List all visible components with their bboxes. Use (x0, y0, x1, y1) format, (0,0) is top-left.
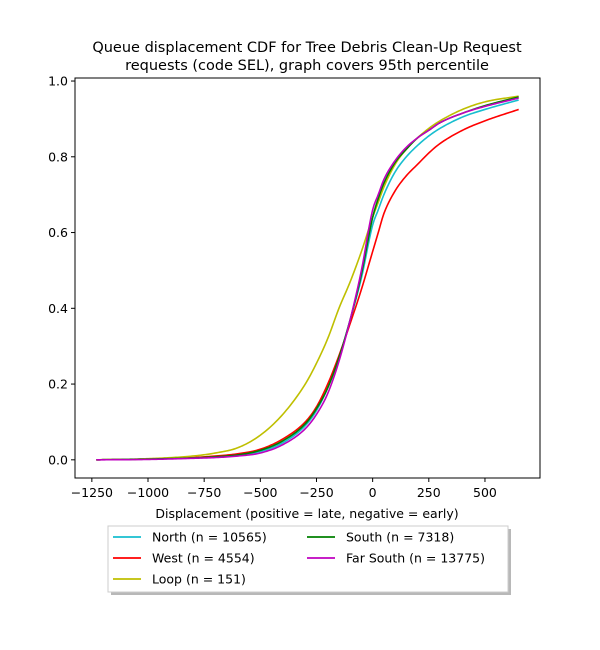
x-tick-label: −500 (243, 485, 277, 500)
y-axis: 0.0 0.2 0.4 0.6 0.8 1.0 (48, 74, 75, 467)
legend-label-4: Far South (n = 13775) (346, 551, 485, 566)
x-tick-label: −1250 (71, 485, 113, 500)
series-line-2 (96, 95, 519, 461)
x-tick-label: −750 (187, 485, 221, 500)
y-tick-label: 0.8 (48, 149, 68, 164)
x-tick-label: −1000 (127, 485, 169, 500)
legend-label-0: North (n = 10565) (152, 530, 267, 545)
legend-entries: North (n = 10565) West (n = 4554) Loop (n … (113, 530, 485, 587)
legend: North (n = 10565) West (n = 4554) Loop (n … (107, 525, 511, 595)
y-tick-label: 0.2 (48, 377, 68, 392)
y-tick-label: 1.0 (48, 74, 68, 89)
x-tick-label: 500 (473, 485, 497, 500)
x-axis-label: Displacement (positive = late, negative … (155, 506, 458, 521)
x-tick-label: 250 (417, 485, 441, 500)
y-tick-label: 0.0 (48, 452, 68, 467)
y-tick-label: 0.4 (48, 301, 68, 316)
legend-label-1: West (n = 4554) (152, 551, 255, 566)
legend-label-3: South (n = 7318) (346, 530, 454, 545)
x-tick-label: 0 (369, 485, 377, 500)
plot-frame (74, 77, 541, 479)
x-axis: −1250 −1000 −750 −500 −250 0 250 500 (71, 478, 497, 500)
plot-lines (96, 95, 519, 461)
chart-title-line-1: Queue displacement CDF for Tree Debris C… (92, 40, 522, 56)
chart-title-line-2: requests (code SEL), graph covers 95th p… (125, 58, 489, 74)
x-tick-label: −250 (299, 485, 333, 500)
series-line-4 (96, 97, 519, 461)
y-tick-label: 0.6 (48, 225, 68, 240)
legend-label-2: Loop (n = 151) (152, 572, 246, 587)
